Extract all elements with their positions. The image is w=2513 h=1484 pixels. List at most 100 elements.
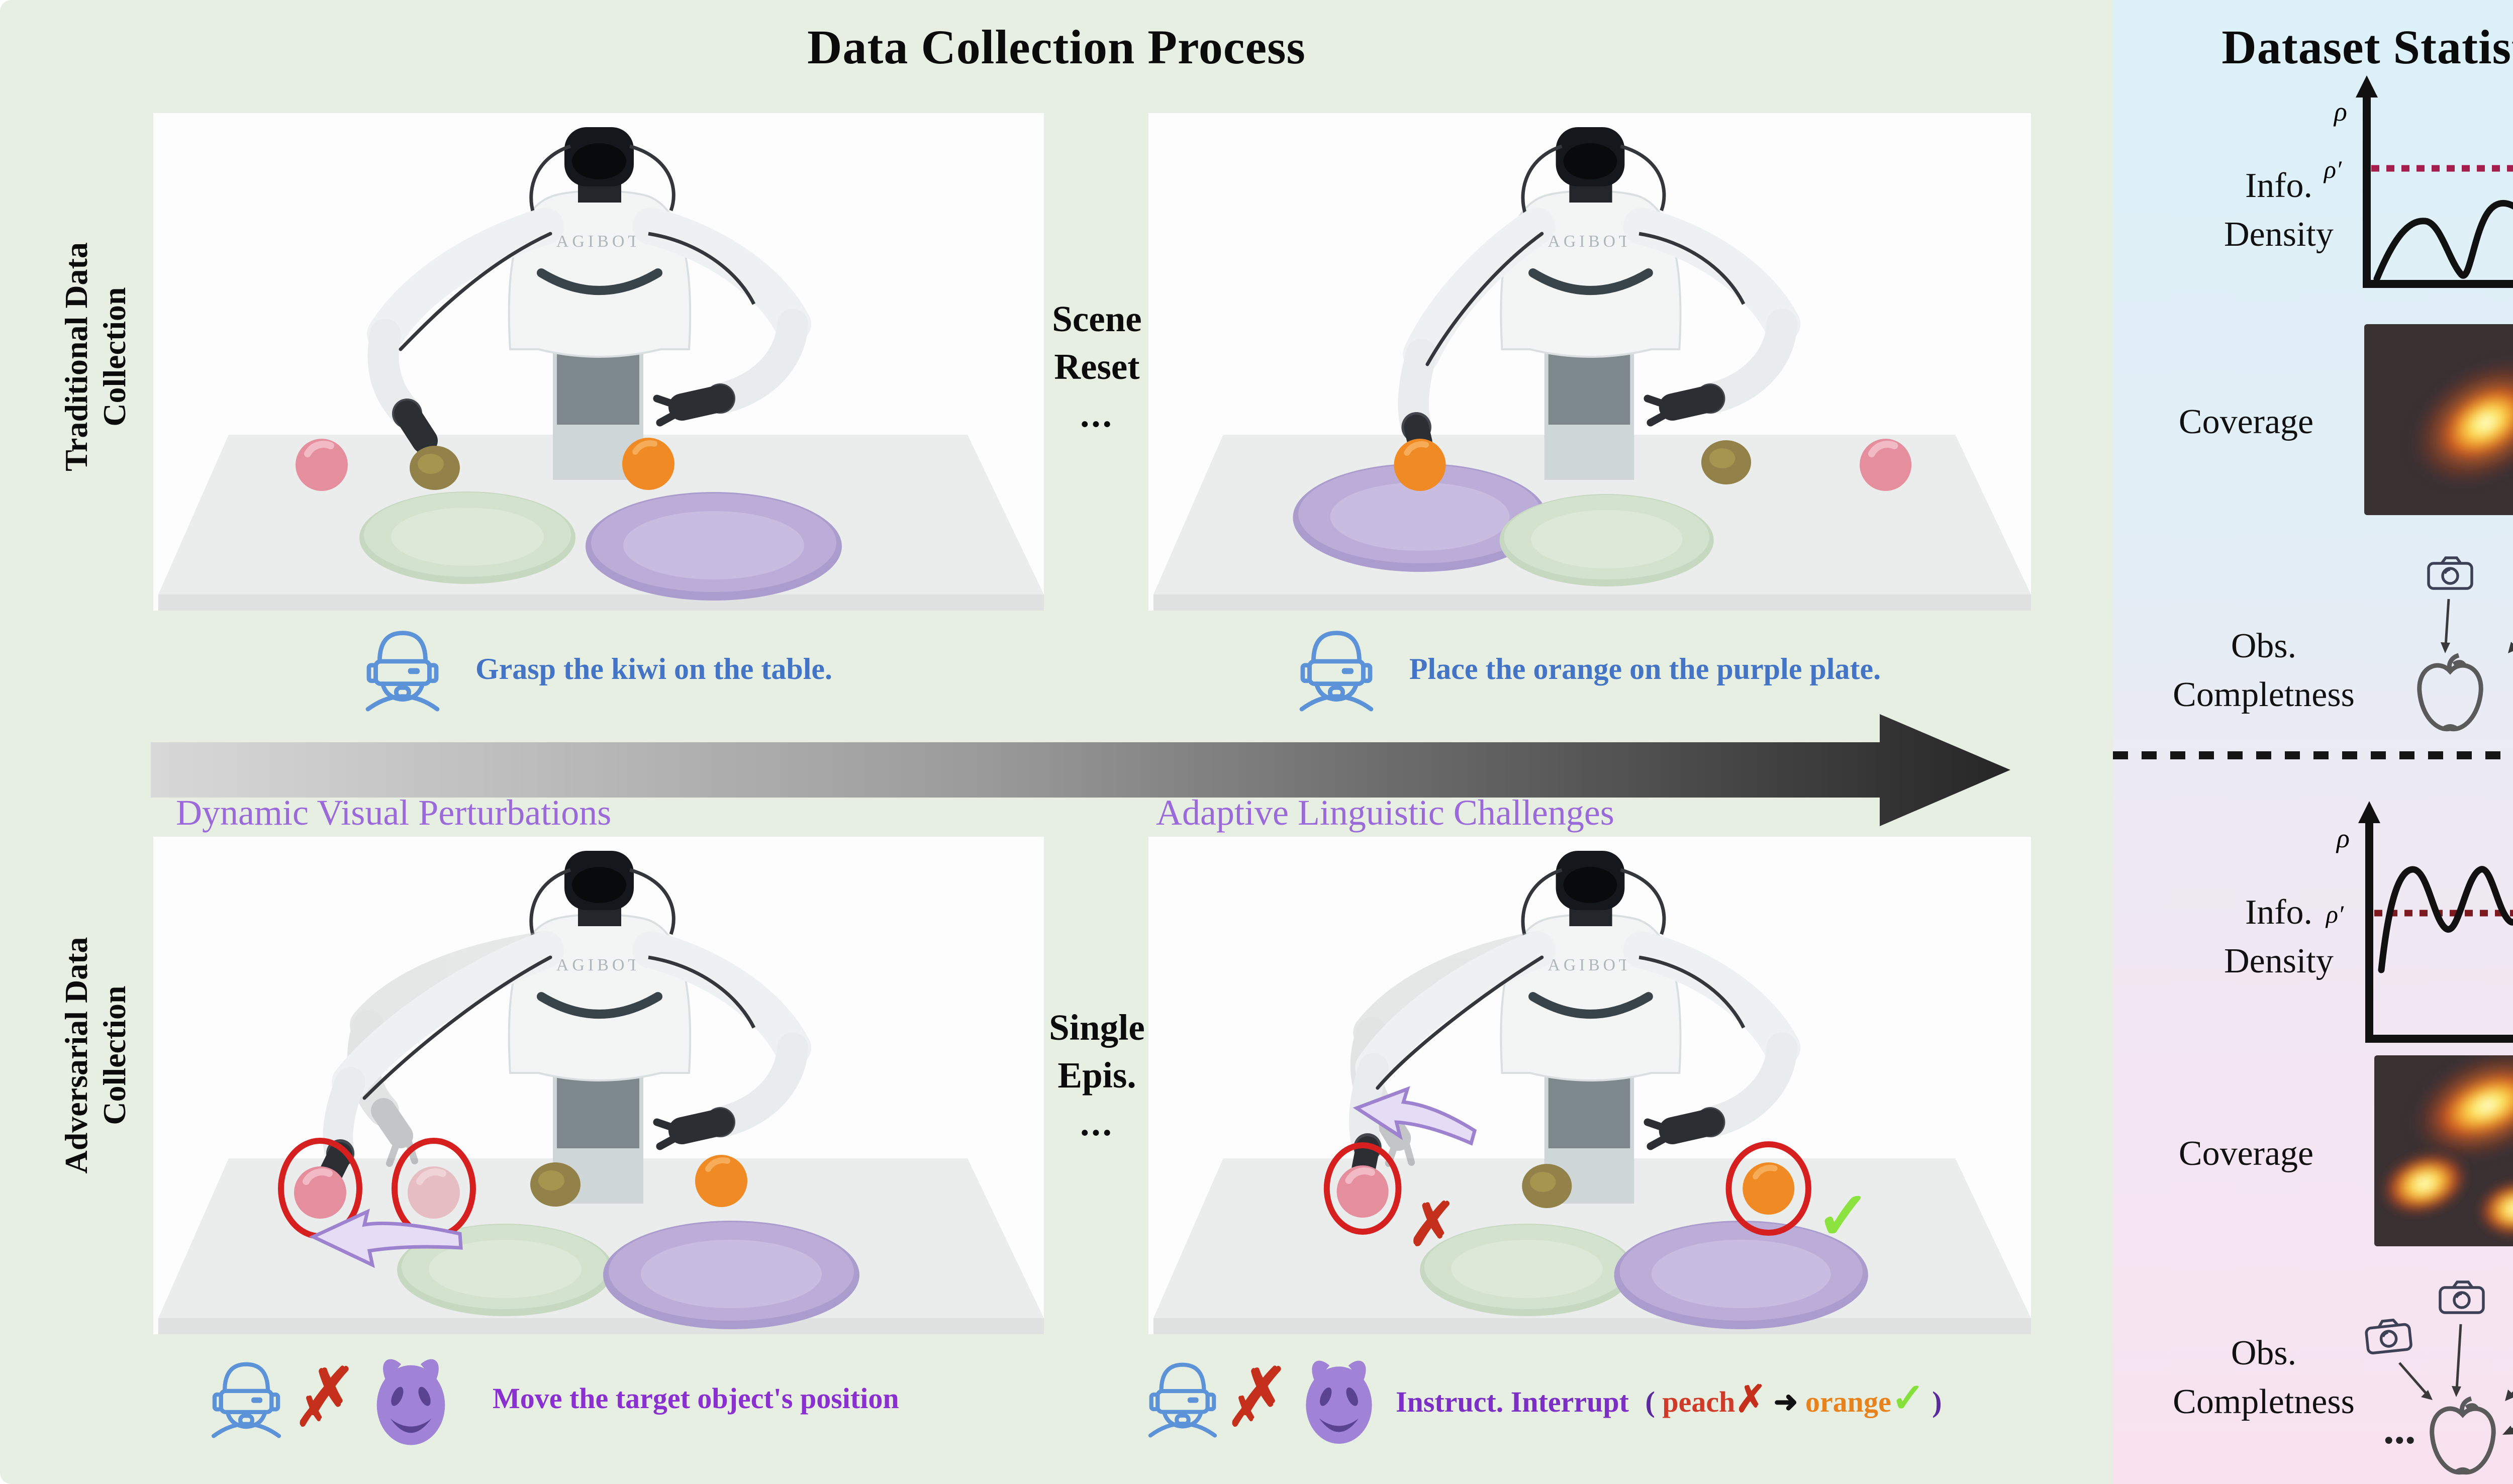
left-arm [367, 208, 564, 473]
caption-text: Grasp the kiwi on the table. [475, 652, 833, 685]
info-density-label-top: Info. Density [2153, 162, 2404, 259]
info-label-line1: Info. [2245, 893, 2313, 932]
red-circle-annotation [1725, 1141, 1811, 1236]
coverage-heatmap-top [2364, 324, 2513, 515]
scene-reset-dots: ... [1080, 393, 1114, 435]
caption-adversarial-1: ✗ ✗ Move the target object's position [153, 1338, 1102, 1458]
single-episode-line2: Epis. [1057, 1054, 1136, 1096]
vr-headset-person-icon [1148, 1358, 1217, 1438]
adversarial-row-label-line1: Adversarial Data [58, 937, 94, 1174]
caption-text: Place the orange on the purple plate. [1409, 652, 1881, 685]
robot-scene-3: AGIBOT [158, 837, 1044, 1334]
caption-text: Move the target object's position [493, 1381, 899, 1415]
traditional-adversarial-divider [2113, 751, 2513, 759]
x-glyph-small: ✗ [1228, 1389, 1264, 1435]
traditional-row-label: Traditional Data Collection [30, 201, 161, 513]
caption-traditional-1: Grasp the kiwi on the table. [153, 614, 1044, 724]
data-collection-title: Data Collection Process [807, 20, 1306, 74]
obs-label-line1: Obs. [2231, 627, 2297, 665]
devil-emoji-icon [1306, 1360, 1372, 1444]
traditional-row-label-line1: Traditional Data [58, 242, 94, 471]
caption-text-rich: Instruct. Interrupt ( peach✗ ➜ orange✓ ) [1396, 1374, 1942, 1422]
info-density-plot-bottom: ρ ρ′ t [2325, 801, 2513, 1043]
single-episode-dots: ... [1080, 1102, 1114, 1143]
dataset-statistics-panel: Dataset Statistics Info. Density ρ ρ′ t … [2113, 0, 2513, 1484]
vr-headset-person-icon [365, 626, 440, 712]
camera-icon [2365, 1319, 2411, 1354]
dynamic-visual-perturbations-label: Dynamic Visual Perturbations [176, 793, 612, 833]
obs-completeness-label-top: Obs. Completness [2123, 622, 2404, 719]
move-left-arrow [309, 1208, 463, 1268]
vr-headset-person-icon [1299, 626, 1374, 712]
photo-traditional-place-orange: AGIBOT [1148, 113, 2031, 611]
faded-peach [408, 1166, 460, 1219]
push-arrow [1352, 1086, 1477, 1146]
scene-reset-line2: Reset [1054, 346, 1140, 387]
adversarial-row-label-line2: Collection [96, 985, 132, 1125]
left-arm [317, 931, 564, 1200]
apple-icon [2420, 655, 2481, 729]
rho-axis-label: ρ [2333, 96, 2347, 127]
obs-label-line1: Obs. [2231, 1334, 2297, 1372]
robot-chest-label: AGIBOT [1548, 956, 1633, 974]
coverage-label-bottom: Coverage [2178, 1134, 2314, 1173]
coverage-heatmap-bottom [2374, 1055, 2513, 1246]
paren-open: ( [1645, 1386, 1655, 1418]
info-density-plot-top: ρ ρ′ t [2323, 75, 2513, 288]
devil-emoji-icon [376, 1359, 445, 1445]
x-mark: ✗ [1735, 1379, 1767, 1420]
x-mark-annotation: ✗ [1407, 1193, 1457, 1258]
robot-chest-label: AGIBOT [1548, 232, 1633, 251]
coverage-label-top: Coverage [2178, 403, 2314, 441]
adversarial-row-label: Adversarial Data Collection [30, 900, 161, 1211]
x-glyph-small: ✗ [296, 1389, 331, 1435]
obs-completeness-diagram-bottom: ... [2324, 1266, 2513, 1484]
obs-label-line2: Completness [2173, 1382, 2355, 1421]
obs-completeness-label-bottom: Obs. Completness [2123, 1329, 2404, 1426]
photo-adversarial-move-object: AGIBOT [153, 837, 1044, 1334]
robot-scene-2: AGIBOT [1153, 113, 2031, 611]
caption-traditional-2: Place the orange on the purple plate. [1148, 614, 2031, 724]
photo-adversarial-instruction-interrupt: AGIBOT [1148, 837, 2031, 1334]
x-glyph: ✗ [303, 1356, 357, 1428]
obs-label-line2: Completness [2173, 675, 2355, 714]
camera-arrows [2441, 599, 2513, 653]
obs-completeness-diagram-top [2304, 543, 2513, 759]
x-glyph: ✗ [1235, 1356, 1289, 1428]
vr-headset-person-icon [211, 1358, 281, 1438]
rho-prime-label: ρ′ [2323, 155, 2342, 183]
red-circle-annotation [1323, 1142, 1402, 1235]
old-target-word: peach [1662, 1386, 1735, 1418]
info-label-line2: Density [2224, 941, 2334, 980]
robot-scene-1: AGIBOT [158, 113, 1044, 611]
traditional-row-label-line2: Collection [96, 287, 132, 427]
paren-close: ) [1932, 1386, 1942, 1418]
caption-adversarial-2: ✗ ✗ Instruct. Interrupt ( peach✗ ➜ orang… [1148, 1338, 2103, 1458]
check-mark: ✓ [1891, 1376, 1925, 1421]
dataset-statistics-title: Dataset Statistics [2221, 20, 2513, 74]
robot-scene-4: AGIBOT [1153, 837, 2031, 1334]
single-episode-label: Single Epis. ... [1043, 1004, 1151, 1147]
process-flow-arrow [151, 714, 2010, 826]
no-teleop-x-icon: ✗ ✗ [1228, 1356, 1289, 1436]
robot-chest-label: AGIBOT [556, 956, 642, 974]
check-mark-annotation: ✓ [1816, 1180, 1871, 1253]
info-label-line2: Density [2224, 215, 2334, 254]
apple-icon [2432, 1399, 2494, 1472]
info-label-line1: Info. [2245, 166, 2313, 205]
info-density-label-bottom: Info. Density [2153, 888, 2404, 985]
arrow-glyph: ➜ [1773, 1386, 1798, 1418]
more-cameras-ellipsis: ... [2383, 1405, 2416, 1453]
camera-arrows [2398, 1324, 2513, 1435]
rho-axis-label: ρ [2336, 823, 2350, 853]
camera-icon [2440, 1282, 2483, 1313]
camera-icon [2429, 558, 2472, 588]
robot-chest-label: AGIBOT [556, 232, 642, 251]
scene-reset-label: Scene Reset ... [1043, 295, 1151, 439]
adaptive-linguistic-challenges-label: Adaptive Linguistic Challenges [1156, 793, 1614, 833]
new-target-word: orange [1805, 1386, 1891, 1418]
single-episode-line1: Single [1049, 1007, 1145, 1048]
photo-traditional-grasp-kiwi: AGIBOT [153, 113, 1044, 611]
rho-prime-label: ρ′ [2325, 900, 2344, 928]
